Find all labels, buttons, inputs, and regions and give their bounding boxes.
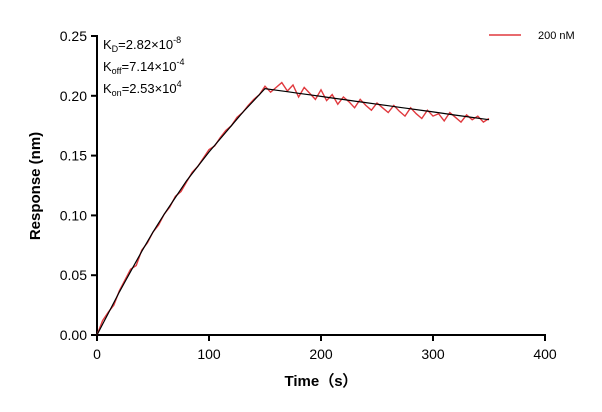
x-axis-label: Time（s） xyxy=(284,372,357,390)
fit-line xyxy=(96,87,490,336)
y-tick-label: 0.10 xyxy=(60,207,87,223)
x-tick-label: 0 xyxy=(93,346,101,362)
x-tick-label: 200 xyxy=(309,346,333,362)
x-tick-label: 100 xyxy=(197,346,221,362)
kon-annotation: Kon=2.53×104 xyxy=(103,79,182,98)
x-axis-ticks: 0 100 200 300 400 xyxy=(93,335,557,362)
y-tick-label: 0.15 xyxy=(60,148,87,164)
x-tick-label: 300 xyxy=(421,346,445,362)
y-tick-label: 0.25 xyxy=(60,28,87,44)
koff-annotation: Koff=7.14×10-4 xyxy=(103,57,184,76)
kd-annotation: KD=2.82×10-8 xyxy=(103,35,181,54)
y-axis-ticks: 0.00 0.05 0.10 0.15 0.20 0.25 xyxy=(60,28,97,343)
x-tick-label: 400 xyxy=(533,346,557,362)
y-tick-label: 0.00 xyxy=(60,327,87,343)
legend: 200 nM xyxy=(489,30,575,42)
legend-label-200nM: 200 nM xyxy=(538,30,575,42)
y-axis-label: Response (nm) xyxy=(27,132,44,240)
y-tick-label: 0.20 xyxy=(60,88,87,104)
series-line-200nM xyxy=(96,81,490,336)
y-tick-label: 0.05 xyxy=(60,267,87,283)
